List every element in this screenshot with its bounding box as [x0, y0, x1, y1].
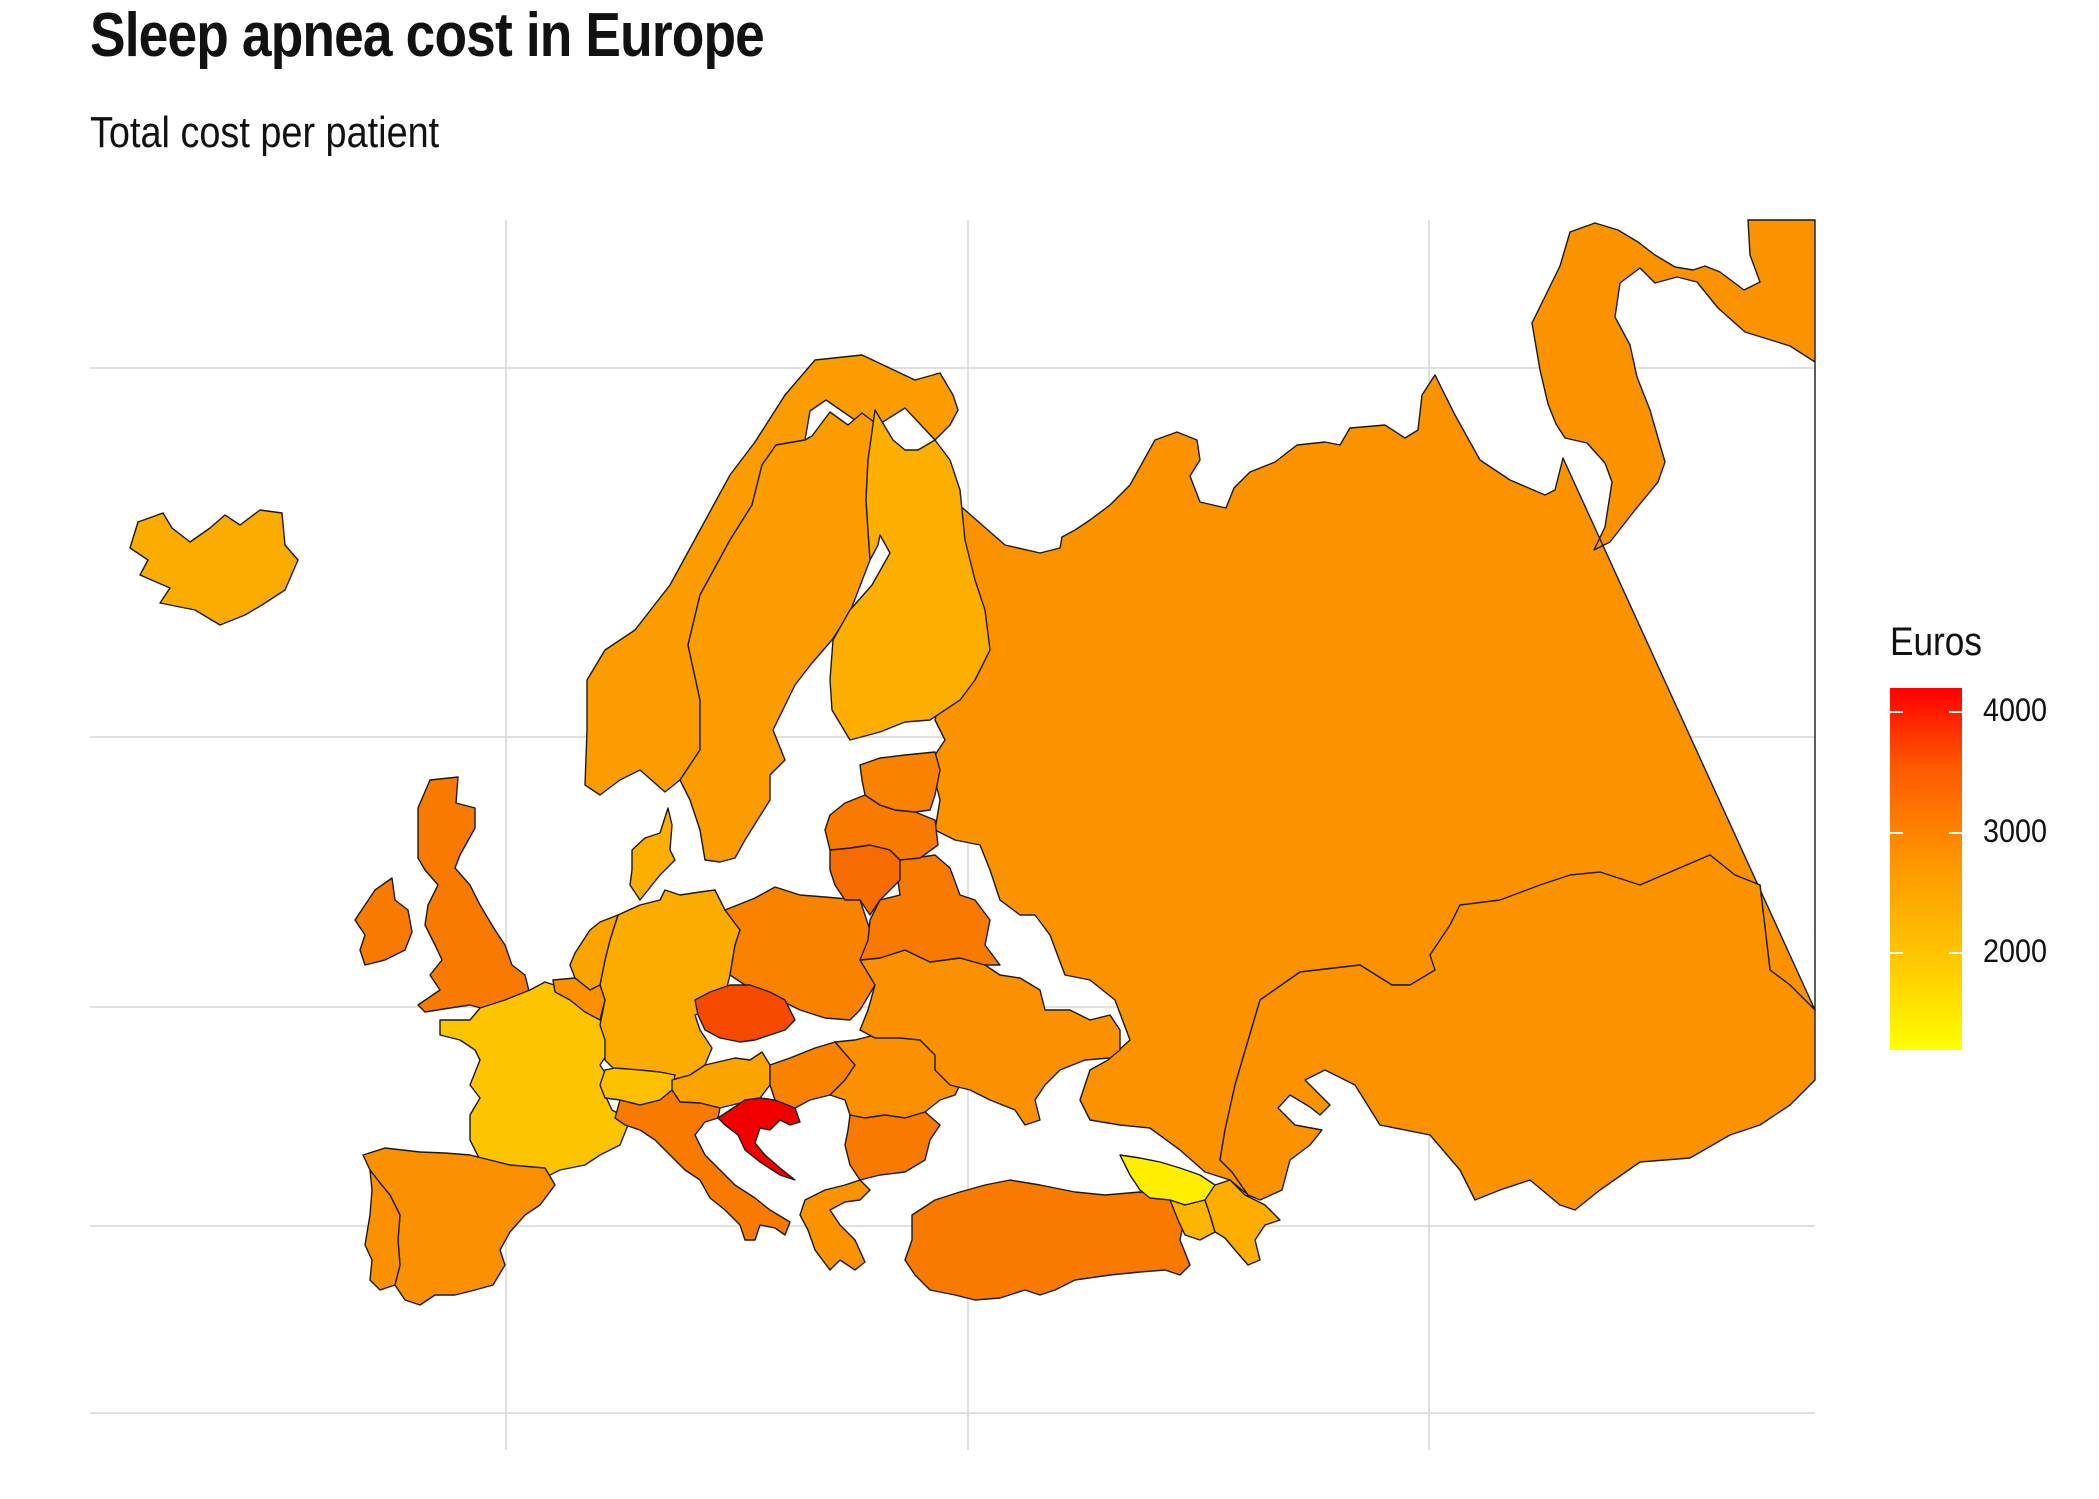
region-finland: finland: 2450 — [829, 409, 991, 741]
region-bulgaria: bulgaria: 3250 — [844, 1111, 941, 1181]
region-ireland: ireland: 3250 — [354, 877, 413, 966]
legend-tick-label: 2000 — [1983, 933, 2048, 970]
legend-title: Euros — [1890, 620, 1982, 664]
region-germany: germany: 2550 — [599, 889, 741, 1086]
region-ukraine: ukraine: 2950 — [859, 949, 1121, 1126]
legend-tick-label: 4000 — [1983, 692, 2048, 729]
region-italy: italy: 3250 — [614, 1089, 791, 1241]
region-poland: poland: 3150 — [724, 886, 876, 1021]
region-kazakhstan: kazakhstan: 2880 — [1219, 854, 1816, 1211]
region-united-kingdom: united-kingdom: 3250 — [417, 776, 531, 1013]
chart-title: Sleep apnea cost in Europe — [90, 1, 765, 70]
chart-subtitle: Total cost per patient — [90, 108, 440, 157]
legend-colorbar — [1890, 688, 1962, 1050]
region-denmark: denmark: 2450 — [629, 807, 676, 901]
country-regions: russia: 2880 kazakhstan: 2880 norway: 27… — [129, 219, 1816, 1306]
region-portugal: portugal: 2950 — [364, 1169, 401, 1291]
region-greece: greece: 2900 — [799, 1179, 871, 1271]
region-estonia: estonia: 3150 — [859, 751, 941, 813]
region-sweden: sweden: 2760 — [679, 411, 879, 863]
region-belgium: belgium: 2950 — [552, 977, 606, 1021]
region-turkey: turkey: 3250 — [904, 1179, 1191, 1301]
region-belarus: belarus: 3250 — [859, 854, 1001, 966]
legend-tick-label: 3000 — [1983, 812, 2048, 849]
region-croatia: croatia: 4200 — [717, 1097, 801, 1181]
region-czech-republic: czech-republic: 3650 — [694, 984, 796, 1043]
region-iceland: iceland: 2450 — [129, 509, 299, 626]
region-azerbaijan: azerbaijan: 2500 — [1204, 1179, 1281, 1266]
region-netherlands: netherlands: 2650 — [569, 914, 619, 991]
